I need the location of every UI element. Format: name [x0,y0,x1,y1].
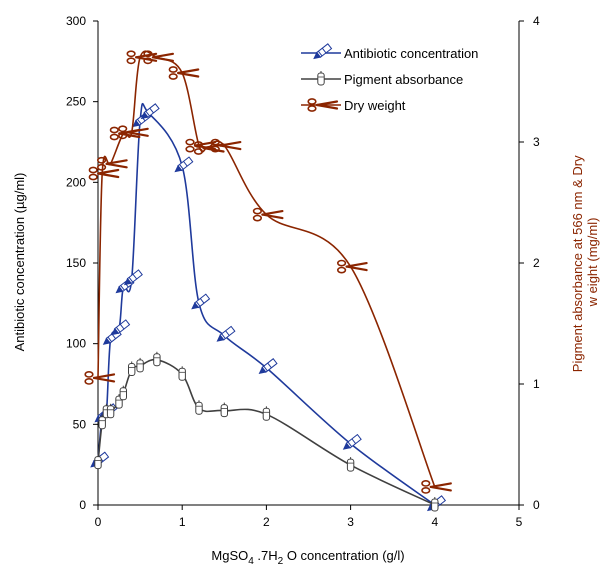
tube-icon [346,457,355,472]
legend-item: Pigment absorbance [301,71,463,87]
tube-icon [153,351,161,367]
tube-icon [119,385,128,401]
tube-icon [317,71,325,86]
y-tick-label: 200 [66,175,86,189]
tube-icon [195,400,203,415]
tube-icon [178,366,186,381]
y-tick-label: 150 [66,256,86,270]
x-tick-label: 5 [516,515,523,529]
pencil-icon [111,319,131,336]
tube-icon [106,403,115,419]
y2-tick-label: 1 [533,377,540,391]
y2-tick-label: 4 [533,14,540,28]
legend-label: Dry weight [344,98,406,113]
pencil-icon [191,293,211,310]
scissors-icon [210,138,242,153]
pencil-icon [313,43,333,60]
tube-icon [136,357,144,373]
scissors-icon [307,98,339,112]
series-layer [84,50,452,512]
y2-axis-title: Pigment absorbance at 566 nm & Dry w eig… [570,152,600,372]
y2-axis-title-line: w eight (mg/ml) [585,218,600,308]
y-tick-label: 250 [66,95,86,109]
x-axis-title-part: .7H [254,548,278,563]
pencil-icon [216,325,236,342]
pencil-icon [258,358,278,374]
y-axis-title: Antibiotic concentration (µg/ml) [12,173,27,352]
pencil-icon [140,103,160,120]
series-line [97,358,436,506]
y2-tick-label: 2 [533,256,540,270]
tube-icon [262,406,271,421]
series-antibiotic-concentration [90,102,447,512]
y-tick-label: 300 [66,14,86,28]
scissors-icon [118,125,149,140]
x-tick-label: 4 [431,515,438,529]
legend-label: Antibiotic concentration [344,46,478,61]
scissors-icon [421,479,452,494]
y2-tick-label: 0 [533,498,540,512]
legend-item: Antibiotic concentration [301,43,478,61]
y-tick-label: 50 [73,417,87,431]
x-tick-label: 0 [95,515,102,529]
x-axis-title-subscript: 2 [278,556,284,567]
y-tick-label: 100 [66,337,86,351]
tube-icon [220,402,229,418]
pencil-icon [123,269,143,286]
tube-icon [431,497,439,512]
tube-icon [98,414,106,430]
x-tick-label: 2 [263,515,270,529]
y-tick-label: 0 [79,498,86,512]
scissors-icon [88,166,120,181]
scissors-icon [84,370,116,385]
x-tick-label: 3 [347,515,354,529]
scissors-icon [168,66,200,80]
series-line [97,102,436,506]
scissors-icon [337,259,368,274]
x-axis-title: MgSO4 .7H2 O concentration (g/l) [211,548,404,567]
x-axis-title-part: O concentration (g/l) [283,548,404,563]
x-axis-title-part: MgSO [211,548,248,563]
tube-icon [127,361,136,376]
x-tick-label: 1 [179,515,186,529]
tube-icon [94,454,102,470]
series-dry-weight [84,50,452,494]
pencil-icon [342,433,362,450]
scissors-icon [143,50,174,65]
scissors-icon [252,207,284,222]
x-axis-title-subscript: 4 [248,556,254,567]
legend-item: Dry weight [301,98,406,113]
pencil-icon [174,156,194,173]
legend-label: Pigment absorbance [344,72,463,87]
y2-axis-title-line: Pigment absorbance at 566 nm & Dry [570,155,585,372]
series-pigment-absorbance [94,351,439,512]
scissors-icon [96,156,128,171]
legend: Antibiotic concentration Pigment absorban… [301,43,478,113]
y2-tick-label: 3 [533,135,540,149]
